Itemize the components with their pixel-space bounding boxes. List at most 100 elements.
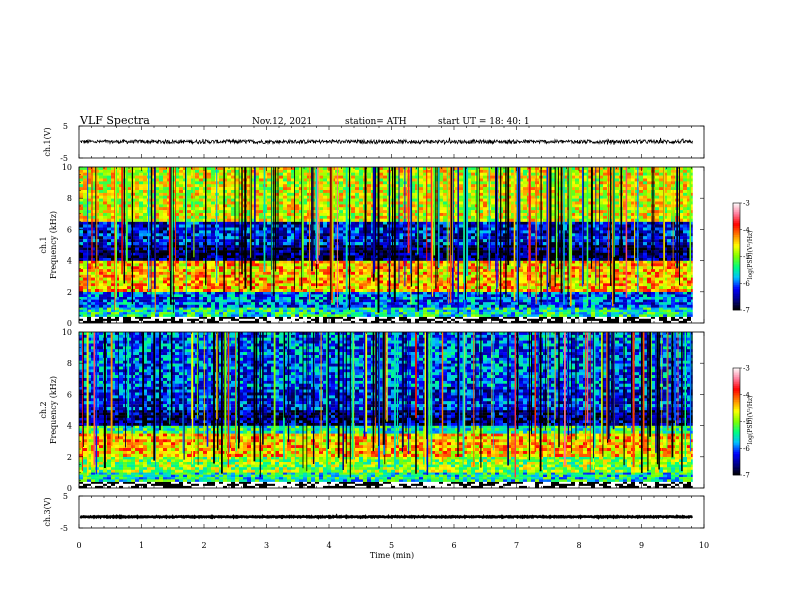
spectrogram-cell bbox=[239, 312, 243, 315]
spectrogram-cell bbox=[543, 305, 547, 308]
spectrogram-cell bbox=[95, 312, 99, 315]
spectrogram-cell bbox=[143, 297, 147, 300]
spectrogram-cell bbox=[179, 281, 183, 284]
spectrogram-cell bbox=[635, 261, 639, 264]
spectrogram-cell bbox=[211, 272, 215, 275]
spectrogram-cell bbox=[591, 310, 595, 313]
spectrogram-cell bbox=[127, 300, 131, 303]
spectrogram-cell bbox=[495, 305, 499, 308]
spectrogram-cell bbox=[539, 314, 543, 317]
spectrogram-cell bbox=[267, 261, 271, 264]
spectrogram-cell bbox=[187, 300, 191, 303]
spectrogram-cell bbox=[139, 222, 143, 225]
spectrogram-cell bbox=[459, 286, 463, 289]
spectrogram-cell bbox=[383, 300, 387, 303]
spectrogram-cell bbox=[575, 250, 579, 253]
spectrogram-cell bbox=[687, 302, 691, 305]
spectrogram-cell bbox=[227, 310, 231, 313]
spectrogram-cell bbox=[499, 319, 503, 321]
spectrogram-cell bbox=[563, 314, 567, 317]
spectrogram-cell bbox=[323, 222, 327, 225]
spectrogram-cell bbox=[311, 314, 315, 317]
spectrogram-cell bbox=[491, 319, 495, 321]
spectrogram-cell bbox=[439, 245, 443, 248]
spectrogram-cell bbox=[363, 272, 367, 275]
spectrogram-cell bbox=[399, 225, 403, 228]
spectrogram-cell bbox=[563, 307, 567, 310]
spectrogram-cell bbox=[531, 289, 535, 292]
spectrogram-cell bbox=[127, 266, 131, 269]
spectrogram-cell bbox=[175, 278, 179, 281]
spectrogram-cell bbox=[687, 286, 691, 289]
spectrogram-cell bbox=[431, 310, 435, 313]
spectrogram-cell bbox=[659, 269, 663, 272]
spectrogram-cell bbox=[591, 278, 595, 281]
spectrogram-cell bbox=[319, 300, 323, 303]
spectrogram-cell bbox=[379, 266, 383, 269]
spectrogram-cell bbox=[351, 283, 355, 286]
spectrogram-cell bbox=[155, 314, 159, 317]
spectrogram-cell bbox=[383, 281, 387, 284]
spectrogram-cell bbox=[635, 292, 639, 295]
spectrogram-cell bbox=[575, 272, 579, 275]
spectrogram-cell bbox=[595, 312, 599, 315]
spectrogram-cell bbox=[639, 312, 643, 315]
spectrogram-cell bbox=[259, 278, 263, 281]
spectrogram-cell bbox=[203, 305, 207, 308]
spectrogram-cell bbox=[483, 248, 487, 251]
spectrogram-cell bbox=[203, 294, 207, 297]
spectrogram-cell bbox=[315, 310, 319, 313]
spectrogram-cell bbox=[655, 314, 659, 317]
spectrogram-cell bbox=[131, 317, 135, 319]
spectrogram-cell bbox=[615, 272, 619, 275]
spectrogram-cell bbox=[639, 222, 643, 225]
spectrogram-cell bbox=[99, 258, 103, 261]
spectrogram-cell bbox=[275, 305, 279, 308]
spectrogram-cell bbox=[323, 245, 327, 248]
spectrogram-cell bbox=[107, 269, 111, 272]
spectrogram-cell bbox=[487, 297, 491, 300]
spectrogram-cell bbox=[427, 317, 431, 319]
spectrogram-cell bbox=[531, 272, 535, 275]
spectrogram-cell bbox=[503, 261, 507, 264]
spectrogram-cell bbox=[191, 269, 195, 272]
spectrogram-cell bbox=[379, 261, 383, 264]
spectrogram-cell bbox=[191, 281, 195, 284]
spectrogram-cell bbox=[159, 266, 163, 269]
spectrogram-cell bbox=[231, 289, 235, 292]
spectrogram-cell bbox=[179, 250, 183, 253]
spectrogram-cell bbox=[139, 250, 143, 253]
spectrogram-cell bbox=[483, 292, 487, 295]
spectrogram-cell bbox=[227, 302, 231, 305]
waveform-trace bbox=[80, 138, 693, 145]
spectrogram-cell bbox=[99, 310, 103, 313]
spectrogram-cell bbox=[123, 319, 127, 321]
spectrogram-cell bbox=[603, 294, 607, 297]
spectrogram-cell bbox=[567, 314, 571, 317]
spectrogram-cell bbox=[459, 312, 463, 315]
spectrogram-cell bbox=[419, 269, 423, 272]
spectrogram-cell bbox=[639, 317, 643, 319]
spectrogram-cell bbox=[195, 317, 199, 319]
spectrogram-cell bbox=[551, 302, 555, 305]
spectrogram-cell bbox=[255, 300, 259, 303]
spectrogram-cell bbox=[107, 248, 111, 251]
spectrogram-cell bbox=[551, 297, 555, 300]
spectrogram-cell bbox=[119, 275, 123, 278]
spectrogram-cell bbox=[643, 319, 647, 321]
spectrogram-cell bbox=[247, 297, 251, 300]
spectrogram-cell bbox=[351, 263, 355, 266]
spectrogram-cell bbox=[655, 305, 659, 308]
spectrogram-cell bbox=[359, 269, 363, 272]
spectrogram-cell bbox=[199, 317, 203, 319]
spectrogram-cell bbox=[199, 310, 203, 313]
spectrogram-cell bbox=[575, 310, 579, 313]
spectrogram-cell bbox=[579, 307, 583, 310]
spectrogram-cell bbox=[283, 312, 287, 315]
spectrogram-cell bbox=[531, 292, 535, 295]
spectrogram-cell bbox=[519, 281, 523, 284]
spectrogram-cell bbox=[379, 248, 383, 251]
spectrogram-cell bbox=[335, 314, 339, 317]
spectrogram-cell bbox=[163, 272, 167, 275]
spectrogram-cell bbox=[419, 319, 423, 321]
